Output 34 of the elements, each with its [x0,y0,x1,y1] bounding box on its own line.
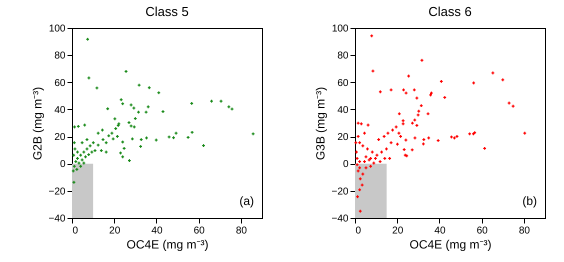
x-tick-label: 80 [236,226,248,236]
x-tick-label: 60 [476,226,488,236]
y-tick-label: 0 [60,159,66,170]
y-tick-label: 0 [342,159,349,170]
y-tick-label: −40 [48,214,66,224]
y-tick-label: 20 [54,132,66,144]
chart-title: Class 6 [428,4,472,19]
x-tick-label: 40 [434,226,446,236]
y-tick-label: 60 [54,78,66,89]
y-tick-label: 40 [337,104,349,116]
y-axis-title: G2B (mg m⁻³) [30,86,45,160]
x-tick-label: 20 [109,226,121,236]
x-tick-label: 60 [194,226,206,236]
chart-title: Class 5 [145,4,189,19]
annotation: (b) [522,194,537,208]
x-axis-title: OC4E (mg m⁻³) [126,238,209,252]
y-tick-label: 80 [337,50,349,62]
y-tick-label: 100 [332,24,349,34]
y-tick-label: 80 [54,50,66,62]
y-tick-label: −40 [332,214,349,224]
x-tick-label: 20 [392,226,404,236]
y-tick-label: 20 [337,132,349,144]
annotation: (a) [239,194,254,208]
x-tick-label: 80 [518,226,530,236]
y-tick-label: −20 [48,186,66,198]
x-tick-label: 0 [72,226,78,236]
x-tick-label: 0 [356,226,362,236]
y-tick-label: −20 [332,186,349,198]
y-axis-title: G3B (mg m⁻³) [314,86,328,160]
y-tick-label: 100 [48,24,66,34]
y-tick-label: 40 [54,104,66,116]
y-tick-label: 60 [337,78,349,89]
x-axis-title: OC4E (mg m⁻³) [410,238,492,252]
x-tick-label: 40 [151,226,163,236]
